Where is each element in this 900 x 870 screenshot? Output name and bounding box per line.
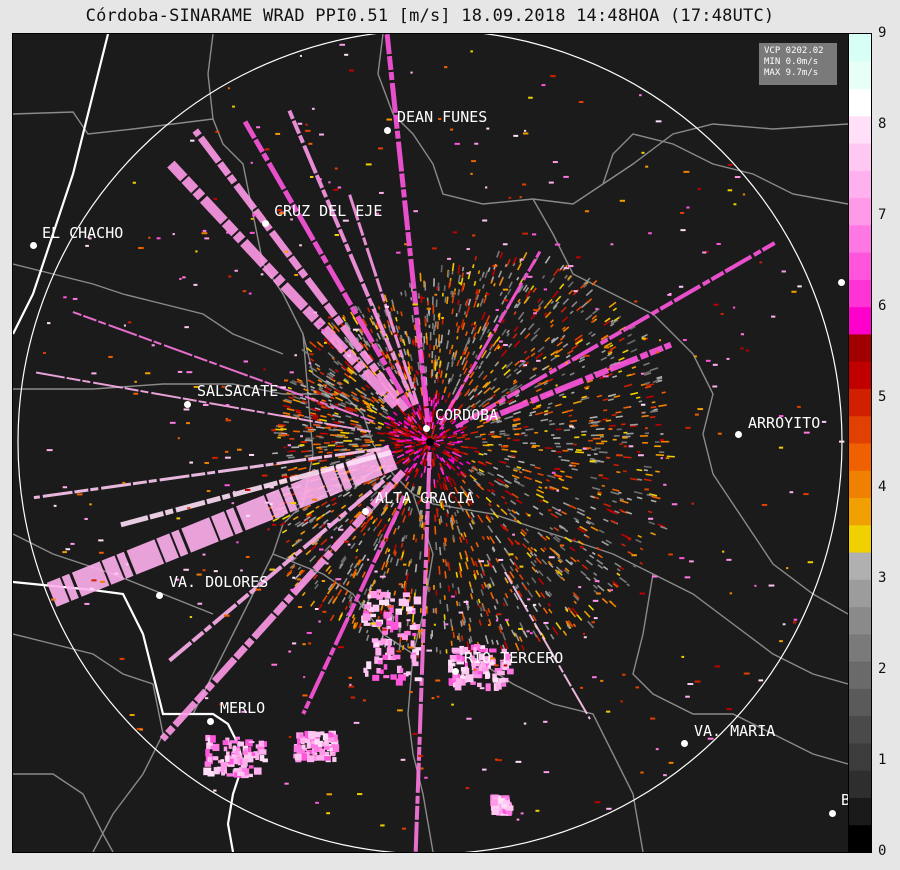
city-dot-east	[838, 279, 845, 286]
colorbar-tick-label: 9	[878, 25, 887, 41]
colorbar	[848, 33, 872, 853]
radar-map-canvas	[13, 34, 848, 852]
colorbar-tick-label: 5	[878, 388, 887, 405]
colorbar-segment	[849, 333, 871, 362]
city-dot-el-chacho	[30, 242, 37, 249]
map-title: Córdoba-SINARAME WRAD PPI0.51 [m/s] 18.0…	[85, 6, 775, 26]
city-dot-va-maria	[681, 740, 688, 747]
colorbar-segment	[849, 443, 871, 471]
city-dot-b	[829, 810, 836, 817]
colorbar-segment	[849, 497, 871, 526]
colorbar-segment	[849, 279, 871, 308]
colorbar-segment	[849, 524, 871, 553]
radar-map[interactable]: VCP 0202.02 MIN 0.0m/s MAX 9.7m/s DEAN F…	[12, 33, 849, 853]
city-label-cruz-del-eje: CRUZ DEL EJE	[274, 202, 383, 220]
colorbar-segment	[849, 470, 871, 499]
colorbar-segment	[849, 415, 871, 444]
colorbar-segment	[849, 224, 871, 253]
colorbar-tick-label: 7	[878, 206, 887, 223]
max-label: MAX 9.7m/s	[764, 68, 819, 78]
colorbar-segment	[849, 61, 871, 90]
colorbar-tick-label: 0	[878, 843, 887, 859]
city-dot-merlo	[207, 718, 214, 725]
city-label-va-dolores: VA. DOLORES	[169, 573, 269, 591]
colorbar-segment	[849, 306, 871, 335]
colorbar-segment	[849, 252, 871, 280]
city-label-arroyito: ARROYITO	[748, 414, 821, 432]
colorbar-segment	[849, 579, 871, 608]
city-label-b: B	[841, 793, 848, 808]
city-dot-salsacate	[184, 401, 191, 408]
colorbar-tick-label: 6	[878, 297, 887, 314]
min-label: MIN 0.0m/s	[764, 57, 819, 67]
colorbar-tick-label: 3	[878, 570, 887, 587]
colorbar-segment	[849, 197, 871, 226]
city-label-dean-funes: DEAN FUNES	[397, 108, 488, 126]
colorbar-tick-label: 1	[878, 752, 887, 769]
colorbar-segment	[849, 34, 871, 62]
city-dot-arroyito	[735, 431, 742, 438]
city-dot-cruz-del-eje	[262, 220, 269, 227]
colorbar-segment	[849, 88, 871, 117]
radar-site-marker	[426, 438, 434, 446]
colorbar-tick-label: 4	[878, 479, 887, 496]
city-dot-dean-funes	[384, 127, 391, 134]
colorbar-segment	[849, 388, 871, 417]
colorbar-segment	[849, 606, 871, 635]
city-dot-va-dolores	[156, 592, 163, 599]
colorbar-segment	[849, 770, 871, 798]
colorbar-tick-label: 8	[878, 115, 887, 132]
colorbar-segment	[849, 633, 871, 662]
colorbar-segment	[849, 661, 871, 689]
city-label-rio-tercero: RIO TERCERO	[464, 649, 564, 667]
city-dot-alta-gracia	[362, 508, 369, 515]
province-borders	[13, 34, 245, 852]
colorbar-segment	[849, 361, 871, 389]
colorbar-segment	[849, 143, 871, 171]
colorbar-segment	[849, 115, 871, 144]
vcp-label: VCP 0202.02	[764, 46, 824, 56]
colorbar-segment	[849, 797, 871, 826]
city-label-alta-gracia: ALTA GRACIA	[375, 489, 475, 507]
city-label-salsacate: SALSACATE	[197, 382, 279, 400]
city-label-merlo: MERLO	[220, 699, 266, 717]
city-label-cordoba: CORDOBA	[435, 406, 499, 424]
colorbar-segment	[849, 552, 871, 580]
scan-info-box: VCP 0202.02 MIN 0.0m/s MAX 9.7m/s	[759, 43, 837, 85]
radar-echoes	[33, 34, 845, 852]
colorbar-segment	[849, 715, 871, 744]
colorbar-segment	[849, 170, 871, 199]
colorbar-tick-label: 2	[878, 661, 887, 678]
colorbar-segment	[849, 688, 871, 717]
colorbar-segment	[849, 824, 871, 852]
colorbar-segment	[849, 742, 871, 771]
city-dot-rio-tercero	[452, 668, 459, 675]
city-label-va-maria: VA. MARIA	[694, 722, 776, 740]
city-dot-cordoba	[423, 425, 430, 432]
city-label-el-chacho: EL CHACHO	[42, 224, 124, 242]
